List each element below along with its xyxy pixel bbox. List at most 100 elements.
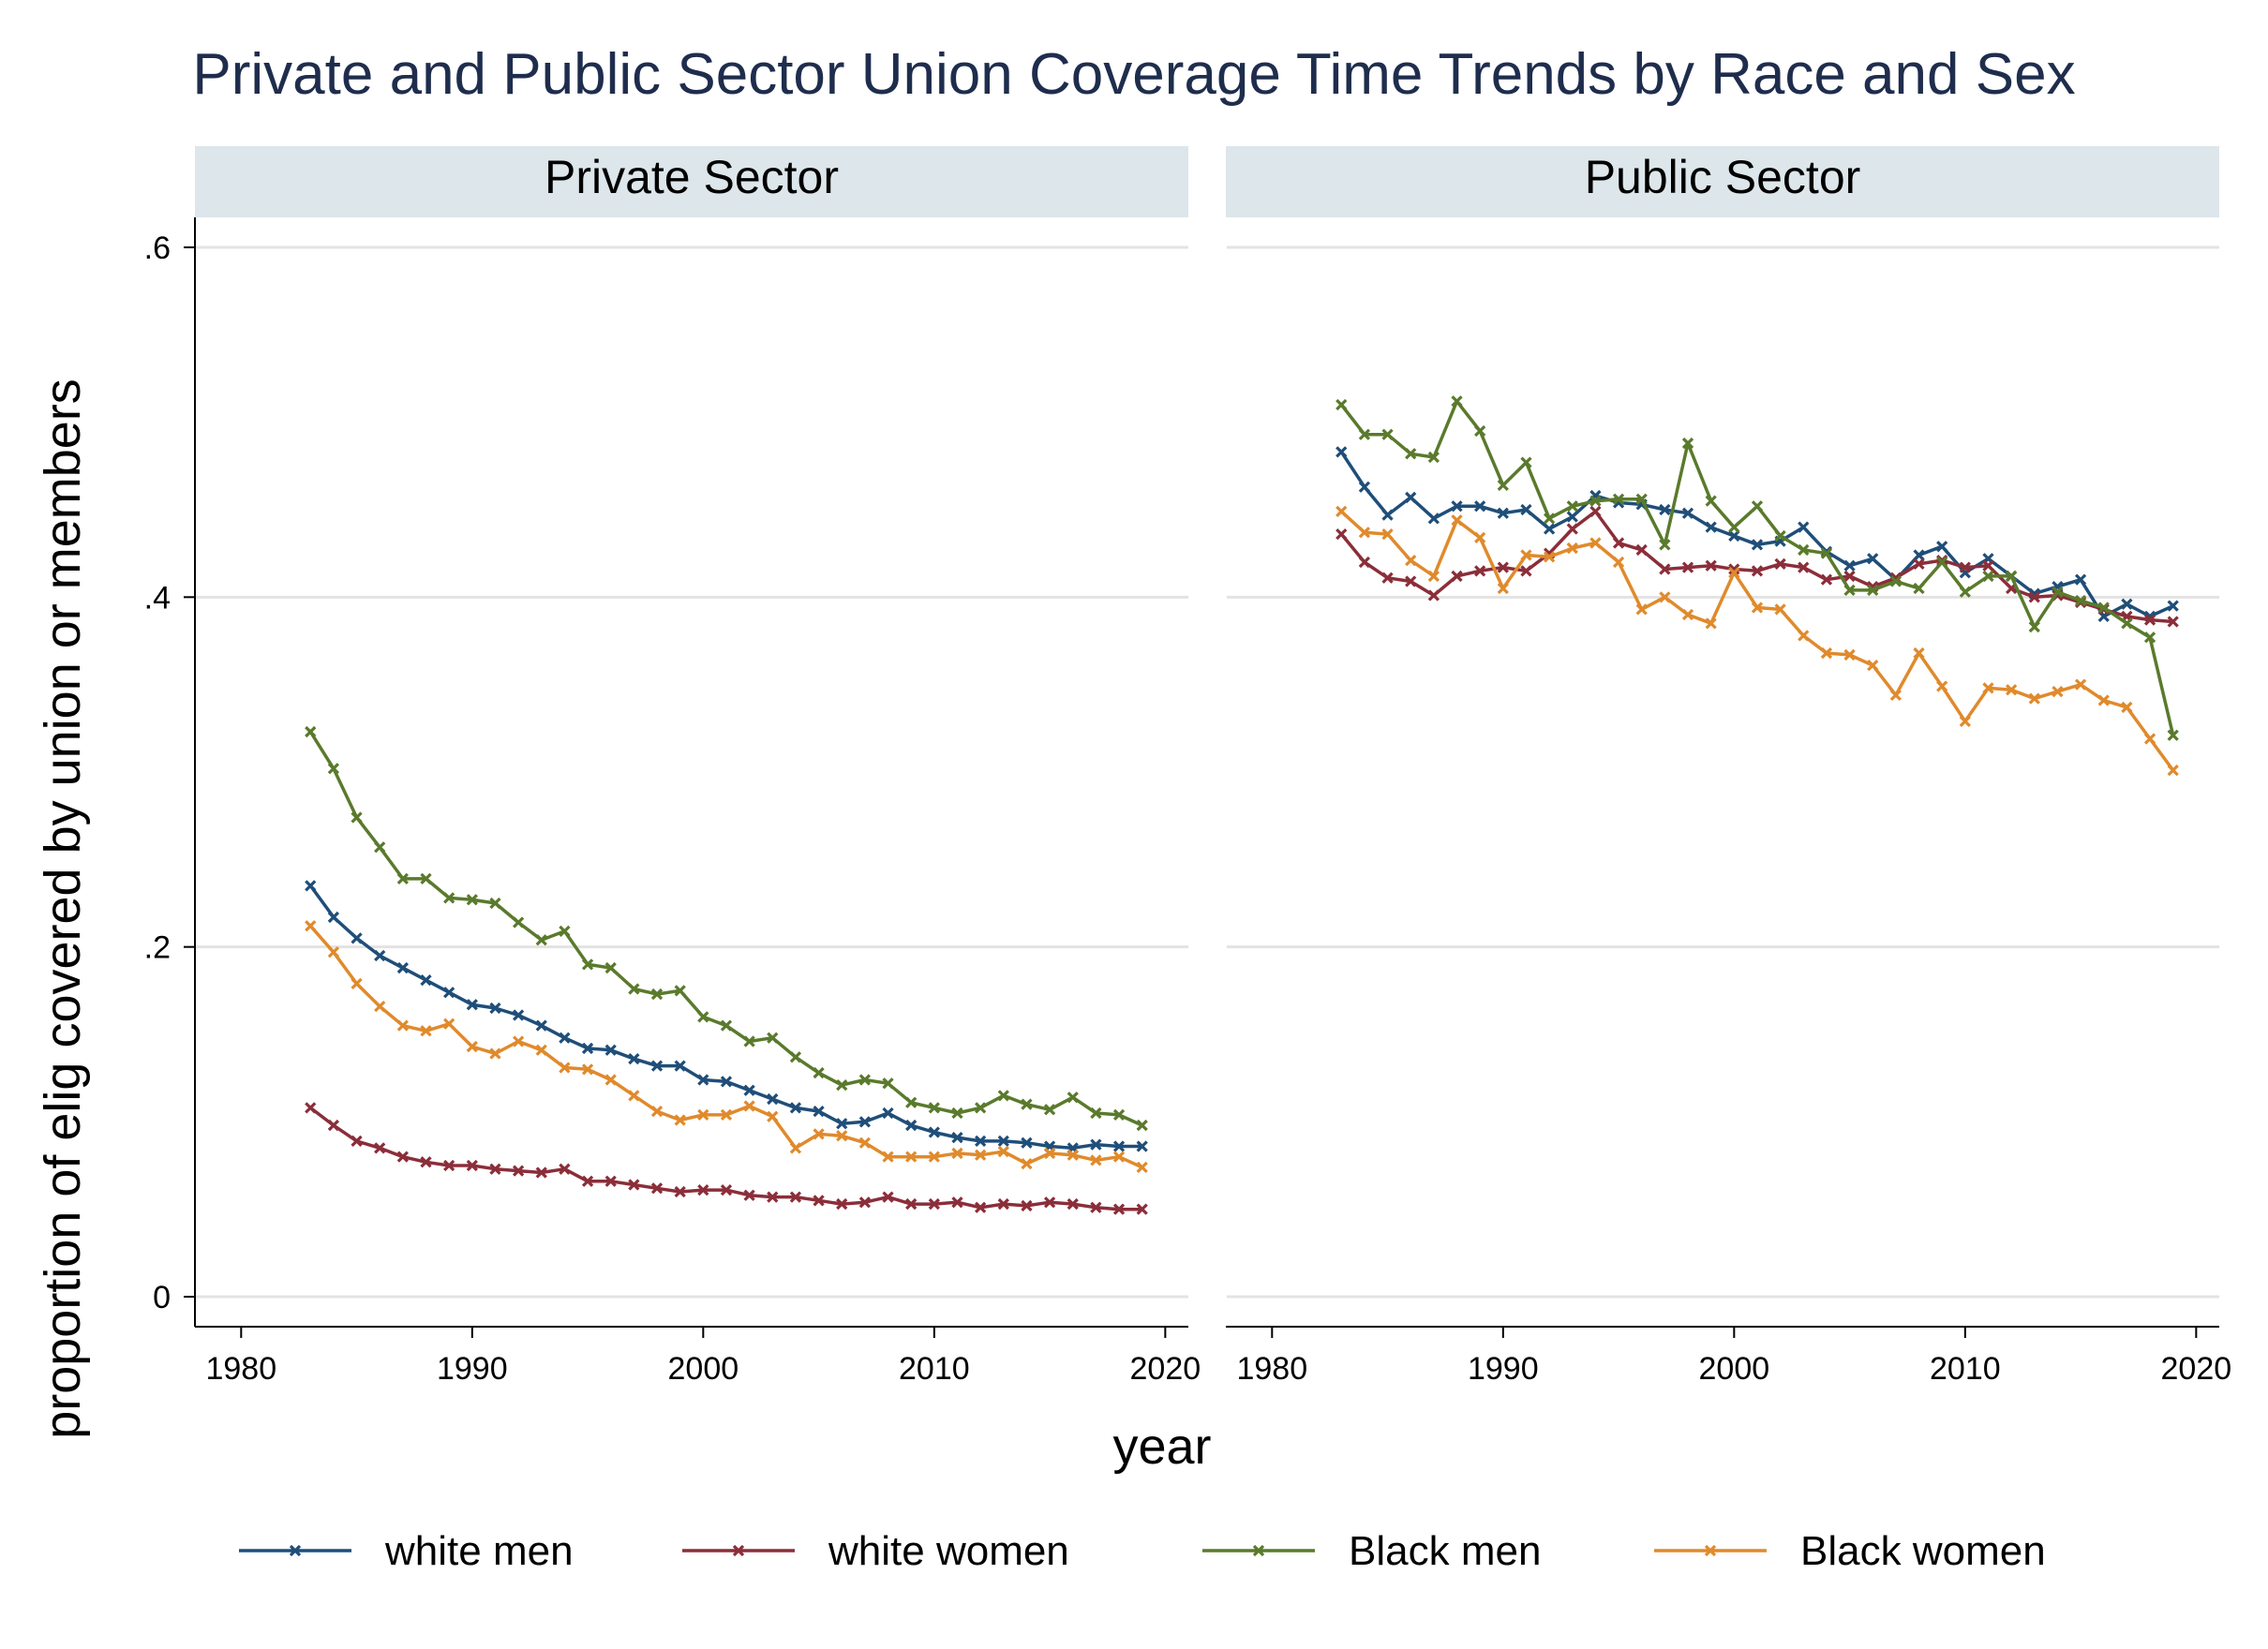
data-point xyxy=(1335,505,1348,517)
data-point xyxy=(1982,570,1994,583)
data-point xyxy=(1381,509,1394,521)
x-tick-label: 1980 xyxy=(205,1351,276,1387)
data-point xyxy=(858,1196,872,1209)
series-line xyxy=(1339,451,2174,618)
data-point xyxy=(1358,481,1371,493)
data-point xyxy=(1427,589,1440,602)
data-point xyxy=(1867,584,1879,596)
data-point xyxy=(767,1092,779,1106)
data-point xyxy=(305,920,317,932)
data-point xyxy=(1959,586,1971,598)
data-point xyxy=(1451,395,1463,408)
data-point xyxy=(1635,493,1648,505)
data-point xyxy=(1820,573,1833,586)
data-point xyxy=(720,1108,733,1122)
data-point xyxy=(581,958,594,971)
data-point xyxy=(2052,686,2064,698)
chart-title: Private and Public Sector Union Coverage… xyxy=(192,42,2075,107)
data-point xyxy=(2097,694,2110,706)
data-point xyxy=(767,1191,779,1203)
data-point xyxy=(1681,437,1694,450)
data-point xyxy=(559,1062,571,1074)
chart-panels: Private Sector 0 .2 .4 .6 1980 1990 2000 2010 202… xyxy=(144,146,2231,1387)
data-point xyxy=(1520,456,1532,468)
data-point xyxy=(1751,565,1764,577)
data-point xyxy=(1335,398,1348,411)
data-point xyxy=(2006,570,2018,583)
y-tick-label: .2 xyxy=(144,930,171,966)
data-point xyxy=(697,1011,709,1023)
data-point xyxy=(858,1136,872,1149)
data-point xyxy=(882,1191,894,1203)
data-point xyxy=(1635,603,1648,616)
data-point xyxy=(997,1197,1009,1211)
data-point xyxy=(1659,539,1671,551)
data-point xyxy=(1474,531,1486,543)
data-point xyxy=(767,1110,779,1122)
data-point xyxy=(1867,660,1879,672)
data-point xyxy=(535,1166,547,1179)
data-point xyxy=(1405,448,1417,460)
data-point xyxy=(628,1090,640,1102)
data-point xyxy=(327,946,340,958)
data-point xyxy=(1021,1098,1033,1110)
data-point xyxy=(1913,646,1925,660)
data-point xyxy=(1497,479,1509,491)
data-point xyxy=(604,1074,617,1086)
data-point xyxy=(858,1116,872,1128)
data-point xyxy=(882,1077,894,1090)
data-point xyxy=(1751,500,1764,513)
panel-public-sector: Public Sector 1980 1990 2000 2010 2020 xyxy=(1226,146,2231,1387)
data-point xyxy=(789,1142,802,1154)
data-point xyxy=(2074,678,2087,691)
data-point xyxy=(975,1102,987,1114)
legend-marker xyxy=(289,1544,302,1557)
data-point xyxy=(1474,424,1486,438)
data-point xyxy=(1936,556,1948,569)
data-point xyxy=(1021,1136,1033,1149)
data-point xyxy=(489,897,501,910)
data-point xyxy=(1798,561,1810,573)
panel-private-sector: Private Sector 0 .2 .4 .6 1980 1990 2000 2010 202… xyxy=(144,146,1201,1387)
data-point xyxy=(1681,608,1694,621)
series-black-men xyxy=(305,725,1148,1132)
series-line xyxy=(1339,399,2175,736)
legend-label: Black men xyxy=(1349,1528,1541,1574)
data-point xyxy=(789,1051,802,1063)
data-point xyxy=(1589,495,1602,507)
data-point xyxy=(1043,1147,1056,1160)
data-point xyxy=(420,1156,432,1168)
data-point xyxy=(604,961,617,974)
series-line xyxy=(1340,510,2175,772)
panel-title: Public Sector xyxy=(1585,151,1861,203)
x-tick-label: 1990 xyxy=(437,1351,508,1387)
x-tick-label: 2010 xyxy=(899,1351,970,1387)
data-point xyxy=(466,999,478,1011)
legend-item-black-women: Black women xyxy=(1654,1528,2046,1574)
data-point xyxy=(1381,528,1394,541)
series-white-women xyxy=(305,1102,1148,1215)
data-point xyxy=(374,841,386,854)
data-point xyxy=(559,925,571,937)
data-point xyxy=(720,1183,733,1196)
data-point xyxy=(628,1179,640,1191)
data-point xyxy=(1798,630,1810,642)
data-point xyxy=(1681,507,1694,519)
legend-item-white-women: white women xyxy=(682,1528,1069,1574)
data-point xyxy=(1090,1201,1102,1213)
data-point xyxy=(420,973,432,987)
data-point xyxy=(1451,514,1463,527)
data-point xyxy=(2167,765,2179,777)
data-point xyxy=(1705,495,1717,507)
data-point xyxy=(1913,557,1925,570)
data-point xyxy=(1843,570,1856,583)
data-point xyxy=(1751,539,1764,551)
data-point xyxy=(1566,523,1578,535)
data-point xyxy=(1067,1092,1079,1104)
data-point xyxy=(1705,559,1717,572)
data-point xyxy=(928,1151,940,1163)
data-point xyxy=(1112,1151,1126,1163)
data-point xyxy=(2006,684,2018,696)
data-point xyxy=(1705,617,1717,630)
data-point xyxy=(836,1118,848,1130)
